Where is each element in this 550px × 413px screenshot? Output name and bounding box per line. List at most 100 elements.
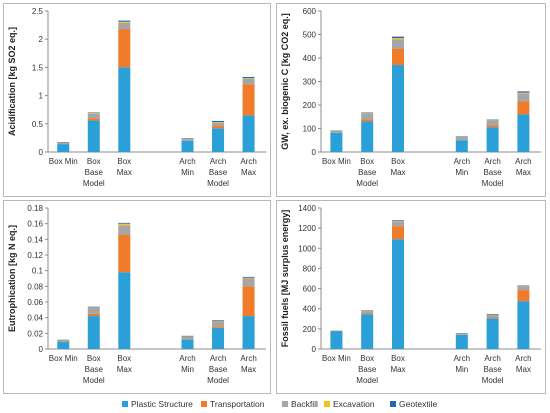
bar-backfill [517, 286, 530, 291]
panel-frame [3, 3, 271, 197]
legend-label: Plastic Structure [131, 399, 193, 409]
x-category-label: Model [482, 179, 504, 188]
bar-geotextile [212, 320, 225, 321]
panel-frame [276, 3, 546, 197]
x-category-label: Base [358, 365, 377, 374]
bar-transportation [118, 29, 131, 68]
bar-excavation [87, 307, 100, 308]
y-tick-label: 0 [39, 148, 44, 157]
x-category-label: Box Min [49, 354, 78, 363]
bar-plastic-structure [57, 144, 70, 152]
panel-frame [3, 200, 271, 394]
x-category-label: Base [209, 365, 228, 374]
chart-panel-1: 0 0.5 1 1.5 2 2.5 Acidification [kg SO2 eq.] Bo… [3, 3, 271, 197]
x-category-label: Model [207, 376, 229, 385]
bar-plastic-structure [212, 327, 225, 349]
x-category-label: Box [87, 157, 101, 166]
bar-transportation [517, 101, 530, 115]
bar-excavation [242, 277, 255, 279]
x-category-label: Model [482, 376, 504, 385]
bar-geotextile [517, 285, 530, 287]
y-tick-label: 0.16 [27, 220, 43, 229]
x-category-label: Model [83, 376, 105, 385]
bar-geotextile [87, 306, 100, 308]
bar-plastic-structure [57, 341, 70, 349]
bar-backfill [392, 221, 404, 227]
bar-geotextile [486, 119, 499, 121]
bar-transportation [392, 48, 404, 66]
legend-swatch [390, 401, 396, 407]
bar-excavation [87, 113, 100, 114]
bar-transportation [486, 317, 499, 319]
x-category-label: Arch [210, 157, 226, 166]
bar-geotextile [330, 330, 343, 332]
y-tick-label: 0.12 [27, 251, 43, 260]
y-tick-label: 1.5 [32, 63, 44, 72]
bar-plastic-structure [392, 239, 404, 349]
bar-transportation [242, 286, 255, 317]
bar-transportation [486, 125, 499, 128]
bar-plastic-structure [118, 67, 131, 152]
x-category-label: Max [516, 168, 531, 177]
y-tick-label: 1200 [298, 224, 316, 233]
legend-label: Excavation [333, 399, 375, 409]
y-tick-label: 0 [312, 345, 317, 354]
chart-panel-2: 0 100 200 300 400 500 600 GW, ex. biogenic C [k… [276, 3, 546, 197]
bar-backfill [455, 333, 468, 335]
bar-excavation [118, 223, 131, 226]
y-tick-label: 500 [303, 31, 317, 40]
bar-excavation [455, 333, 468, 335]
bar-geotextile [455, 333, 468, 334]
bar-backfill [361, 113, 374, 120]
y-tick-label: 1400 [298, 204, 316, 213]
bar-excavation [181, 336, 194, 337]
bar-backfill [57, 142, 70, 145]
bar-backfill [87, 113, 100, 119]
bar-geotextile [181, 138, 194, 139]
bar-plastic-structure [517, 114, 530, 152]
y-axis-title: GW, ex. biogenic C [kg CO2 eq.] [280, 13, 290, 150]
y-tick-label: 200 [303, 101, 317, 110]
legend-swatch [324, 401, 330, 407]
y-tick-label: 0.08 [27, 282, 43, 291]
legend-label: Transportation [210, 399, 265, 409]
y-axis-title: Eutrophication [kg N eq.] [7, 225, 17, 332]
y-tick-label: 0.5 [32, 120, 44, 129]
x-category-label: Box [391, 354, 405, 363]
bar-transportation [242, 84, 255, 116]
bar-transportation [361, 119, 374, 122]
y-tick-label: 400 [303, 54, 317, 63]
y-tick-label: 0 [312, 148, 317, 157]
x-category-label: Base [358, 168, 377, 177]
bar-geotextile [118, 222, 131, 224]
bar-excavation [57, 142, 70, 144]
bar-excavation [118, 21, 131, 23]
bar-geotextile [181, 335, 194, 337]
x-category-label: Model [207, 179, 229, 188]
bar-backfill [181, 336, 194, 340]
y-axis-title: Acidification [kg SO2 eq.] [7, 27, 17, 136]
y-tick-label: 100 [303, 125, 317, 134]
x-category-label: Arch [515, 157, 531, 166]
y-tick-label: 2.5 [32, 7, 44, 16]
x-category-label: Min [181, 365, 194, 374]
bar-geotextile [392, 220, 404, 222]
x-category-label: Arch [210, 354, 226, 363]
y-axis-title: Fossil fuels [MJ surplus energy] [280, 210, 290, 348]
x-category-label: Max [390, 168, 405, 177]
bar-backfill [118, 22, 131, 30]
legend-swatch [122, 401, 128, 407]
x-category-label: Max [241, 168, 256, 177]
bar-plastic-structure [392, 65, 404, 152]
bar-geotextile [118, 20, 131, 22]
bar-plastic-structure [455, 140, 468, 152]
x-category-label: Arch [179, 354, 195, 363]
x-category-label: Model [356, 376, 378, 385]
bar-plastic-structure [486, 127, 499, 152]
y-tick-label: 0.14 [27, 235, 43, 244]
bar-excavation [517, 286, 530, 287]
bar-backfill [330, 131, 343, 133]
bar-excavation [361, 113, 374, 114]
x-category-label: Base [85, 365, 104, 374]
x-category-label: Model [356, 179, 378, 188]
